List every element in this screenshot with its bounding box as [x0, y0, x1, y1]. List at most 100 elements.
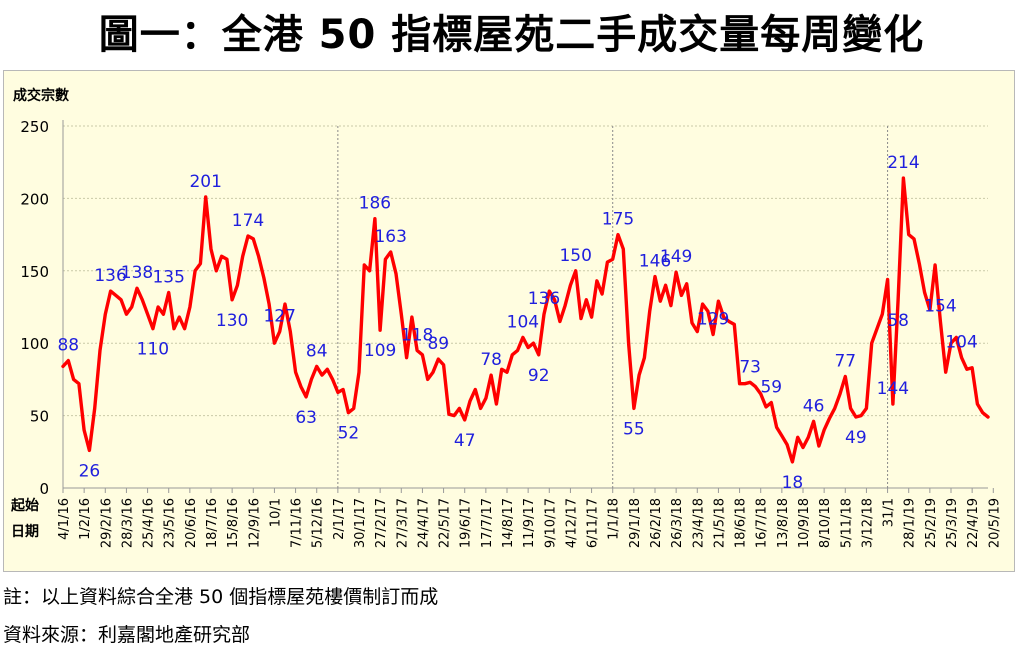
data-label: 174 — [232, 211, 264, 231]
y-tick-label: 250 — [20, 118, 49, 136]
x-tick-label: 4/1/16 — [57, 498, 72, 540]
x-tick-label: 12/9/16 — [247, 498, 262, 548]
x-tick-label: 13/8/18 — [776, 498, 791, 548]
x-tick-label: 22/4/19 — [966, 498, 981, 548]
data-label: 129 — [697, 310, 729, 330]
data-source: 資料來源：利嘉閣地產研究部 — [3, 624, 251, 646]
x-tick-label: 26/3/18 — [670, 498, 685, 548]
y-tick-label: 50 — [30, 408, 49, 426]
chart-title: 圖一：全港 50 指標屋苑二手成交量每周變化 — [98, 12, 925, 58]
data-label: 73 — [739, 357, 761, 377]
data-label: 18 — [782, 473, 804, 493]
data-label: 136 — [94, 266, 126, 286]
x-tick-label: 1/2/16 — [78, 498, 93, 540]
x-tick-label: 4/12/17 — [564, 498, 579, 548]
data-label: 26 — [79, 461, 101, 481]
data-label: 144 — [877, 379, 909, 399]
series-line — [61, 176, 990, 464]
data-label: 135 — [152, 268, 184, 288]
data-label: 58 — [887, 311, 909, 331]
data-label: 88 — [57, 336, 79, 356]
x-tick-label: 10/1 — [268, 498, 283, 527]
x-tick-label: 14/8/17 — [501, 498, 516, 548]
x-tick-label: 5/12/16 — [311, 498, 326, 548]
x-tick-label: 11/9/17 — [522, 498, 537, 548]
data-label: 104 — [507, 312, 539, 332]
data-label: 110 — [137, 340, 169, 360]
data-label: 55 — [623, 419, 645, 439]
x-tick-label: 6/11/17 — [586, 498, 601, 548]
data-label: 104 — [945, 333, 977, 353]
data-label: 63 — [295, 408, 317, 428]
x-tick-label: 24/4/17 — [416, 498, 431, 548]
chart-note: 註：以上資料綜合全港 50 個指標屋苑樓價制訂而成 — [3, 586, 439, 608]
data-label: 146 — [639, 252, 671, 272]
x-tick-label: 30/1/17 — [353, 498, 368, 548]
data-label: 47 — [454, 431, 476, 451]
data-label: 52 — [338, 424, 360, 444]
data-label: 49 — [982, 70, 1004, 75]
x-tick-label: 27/3/17 — [395, 498, 410, 548]
x-tick-label: 29/2/16 — [99, 498, 114, 548]
x-tick-label: 20/6/16 — [184, 498, 199, 548]
data-label: 109 — [364, 341, 396, 361]
x-tick-label: 9/10/17 — [543, 498, 558, 548]
data-label: 78 — [480, 350, 502, 370]
x-tick-label: 23/5/16 — [163, 498, 178, 548]
x-tick-label: 23/4/18 — [691, 498, 706, 548]
x-tick-label: 1/1/18 — [607, 498, 622, 540]
x-tick-label: 25/3/19 — [945, 498, 960, 548]
y-tick-label: 150 — [20, 263, 49, 281]
data-label: 59 — [760, 378, 782, 398]
x-tick-label: 18/6/18 — [734, 498, 749, 548]
x-tick-label: 27/2/17 — [374, 498, 389, 548]
x-tick-label: 2/1/17 — [332, 498, 347, 540]
y-axis-label: 成交宗數 — [13, 87, 69, 104]
data-label: 175 — [602, 210, 634, 230]
data-label: 127 — [263, 307, 295, 327]
x-tick-label: 31/1 — [882, 498, 897, 527]
data-label: 136 — [528, 289, 560, 309]
x-tick-label: 5/11/18 — [839, 498, 854, 548]
x-tick-label: 16/7/18 — [755, 498, 770, 548]
x-tick-label: 22/5/17 — [438, 498, 453, 548]
y-tick-label: 100 — [20, 335, 49, 353]
x-tick-label: 15/8/16 — [226, 498, 241, 548]
data-label: 150 — [559, 246, 591, 266]
x-tick-label: 7/11/16 — [290, 498, 305, 548]
data-label: 77 — [834, 352, 856, 372]
data-label: 138 — [121, 263, 153, 283]
x-tick-label: 10/9/18 — [797, 498, 812, 548]
x-tick-label: 19/6/17 — [459, 498, 474, 548]
data-label: 214 — [887, 153, 919, 173]
x-tick-label: 3/12/18 — [860, 498, 875, 548]
data-label: 149 — [660, 247, 692, 267]
x-tick-label: 17/7/17 — [480, 498, 495, 548]
x-tick-label: 26/2/18 — [649, 498, 664, 548]
x-tick-label: 8/10/18 — [818, 498, 833, 548]
x-tick-label: 25/2/19 — [924, 498, 939, 548]
data-label: 154 — [924, 296, 956, 316]
x-tick-label: 28/3/16 — [120, 498, 135, 548]
x-tick-label: 25/4/16 — [142, 498, 157, 548]
data-label: 49 — [845, 428, 867, 448]
x-tick-label: 18/7/16 — [205, 498, 220, 548]
x-tick-label: 20/5/19 — [987, 498, 1002, 548]
x-axis-label: 起始 — [10, 497, 39, 514]
x-tick-label: 28/1/19 — [903, 498, 918, 548]
y-tick-label: 0 — [39, 480, 49, 498]
data-label: 201 — [189, 172, 221, 192]
x-axis-label: 日期 — [11, 524, 39, 540]
data-label: 84 — [306, 341, 328, 361]
data-label: 92 — [528, 366, 550, 386]
data-label: 46 — [803, 396, 825, 416]
data-label: 118 — [401, 325, 433, 345]
data-label: 130 — [216, 311, 248, 331]
y-tick-label: 200 — [20, 190, 49, 208]
data-label: 163 — [374, 227, 406, 247]
x-tick-label: 21/5/18 — [712, 498, 727, 548]
x-tick-label: 29/1/18 — [628, 498, 643, 548]
line-chart: 0 50 100 150 200 250 成交宗數 4/1/16 1/2/16 29/2/16 28… — [10, 70, 1004, 548]
data-label: 89 — [427, 334, 449, 354]
data-label: 186 — [359, 194, 391, 214]
